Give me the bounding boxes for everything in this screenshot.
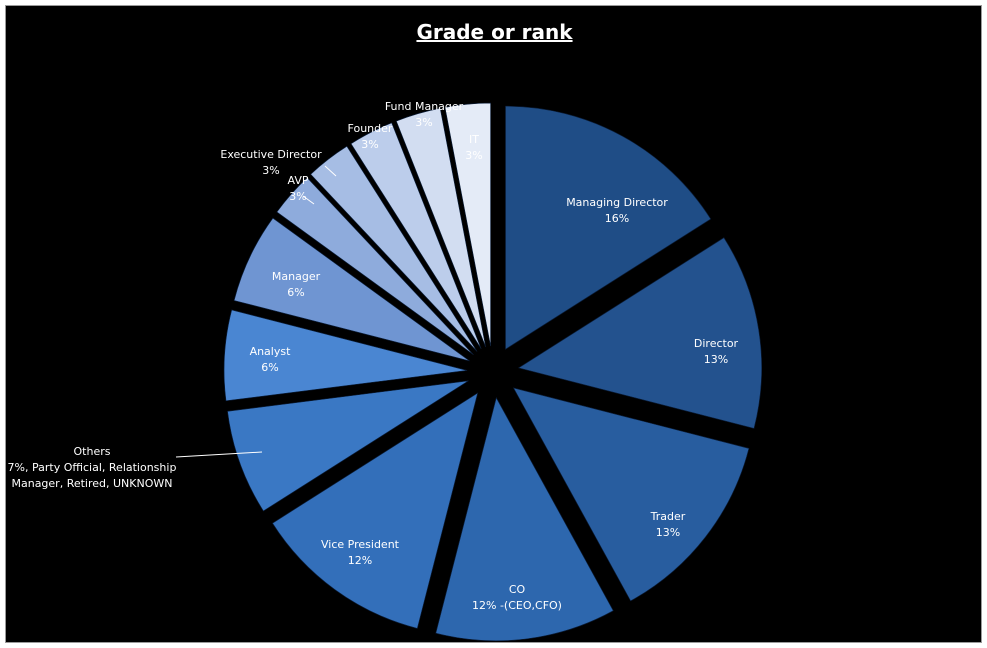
data-label-co: CO 12% -(CEO,CFO)	[472, 583, 562, 612]
pie-slice-analyst	[223, 309, 468, 402]
data-label-it: IT 3%	[465, 133, 482, 162]
data-label-fund-manager: Fund Manager 3%	[385, 100, 464, 129]
pie-slice-vice-president	[272, 392, 479, 629]
pie-slice-it	[444, 102, 491, 347]
data-label-founder: Founder 3%	[348, 122, 393, 151]
data-label-analyst: Analyst 6%	[250, 345, 292, 374]
chart-title: Grade or rank	[416, 20, 573, 44]
data-label-manager: Manager 6%	[272, 270, 321, 299]
data-label-managing-director: Managing Director 16%	[566, 196, 668, 225]
data-label-others: Others 7%, Party Official, Relationship Ma…	[8, 445, 177, 490]
pie-slice-manager	[233, 217, 470, 362]
data-label-executive-director: Executive Director 3%	[220, 148, 322, 177]
data-label-vice-president: Vice President 12%	[321, 538, 400, 567]
leader-line-executive-director	[324, 165, 337, 177]
pie-slice-founder	[350, 122, 482, 349]
pie-slice-co	[435, 396, 614, 642]
pie-slice-managing-director	[505, 105, 712, 350]
pie-slice-fund-manager	[395, 107, 486, 348]
data-label-trader: Trader 13%	[650, 510, 686, 539]
pie-slice-others	[227, 380, 469, 512]
pie-slice-avp	[276, 177, 474, 356]
data-label-avp: AVP 3%	[288, 174, 309, 203]
pie-slice-trader	[512, 387, 750, 602]
leader-line-avp	[302, 195, 315, 205]
data-label-director: Director 13%	[694, 337, 739, 366]
leader-line-others	[175, 451, 263, 458]
pie-slice-director	[517, 237, 762, 429]
pie-slice-executive-director	[310, 145, 478, 352]
